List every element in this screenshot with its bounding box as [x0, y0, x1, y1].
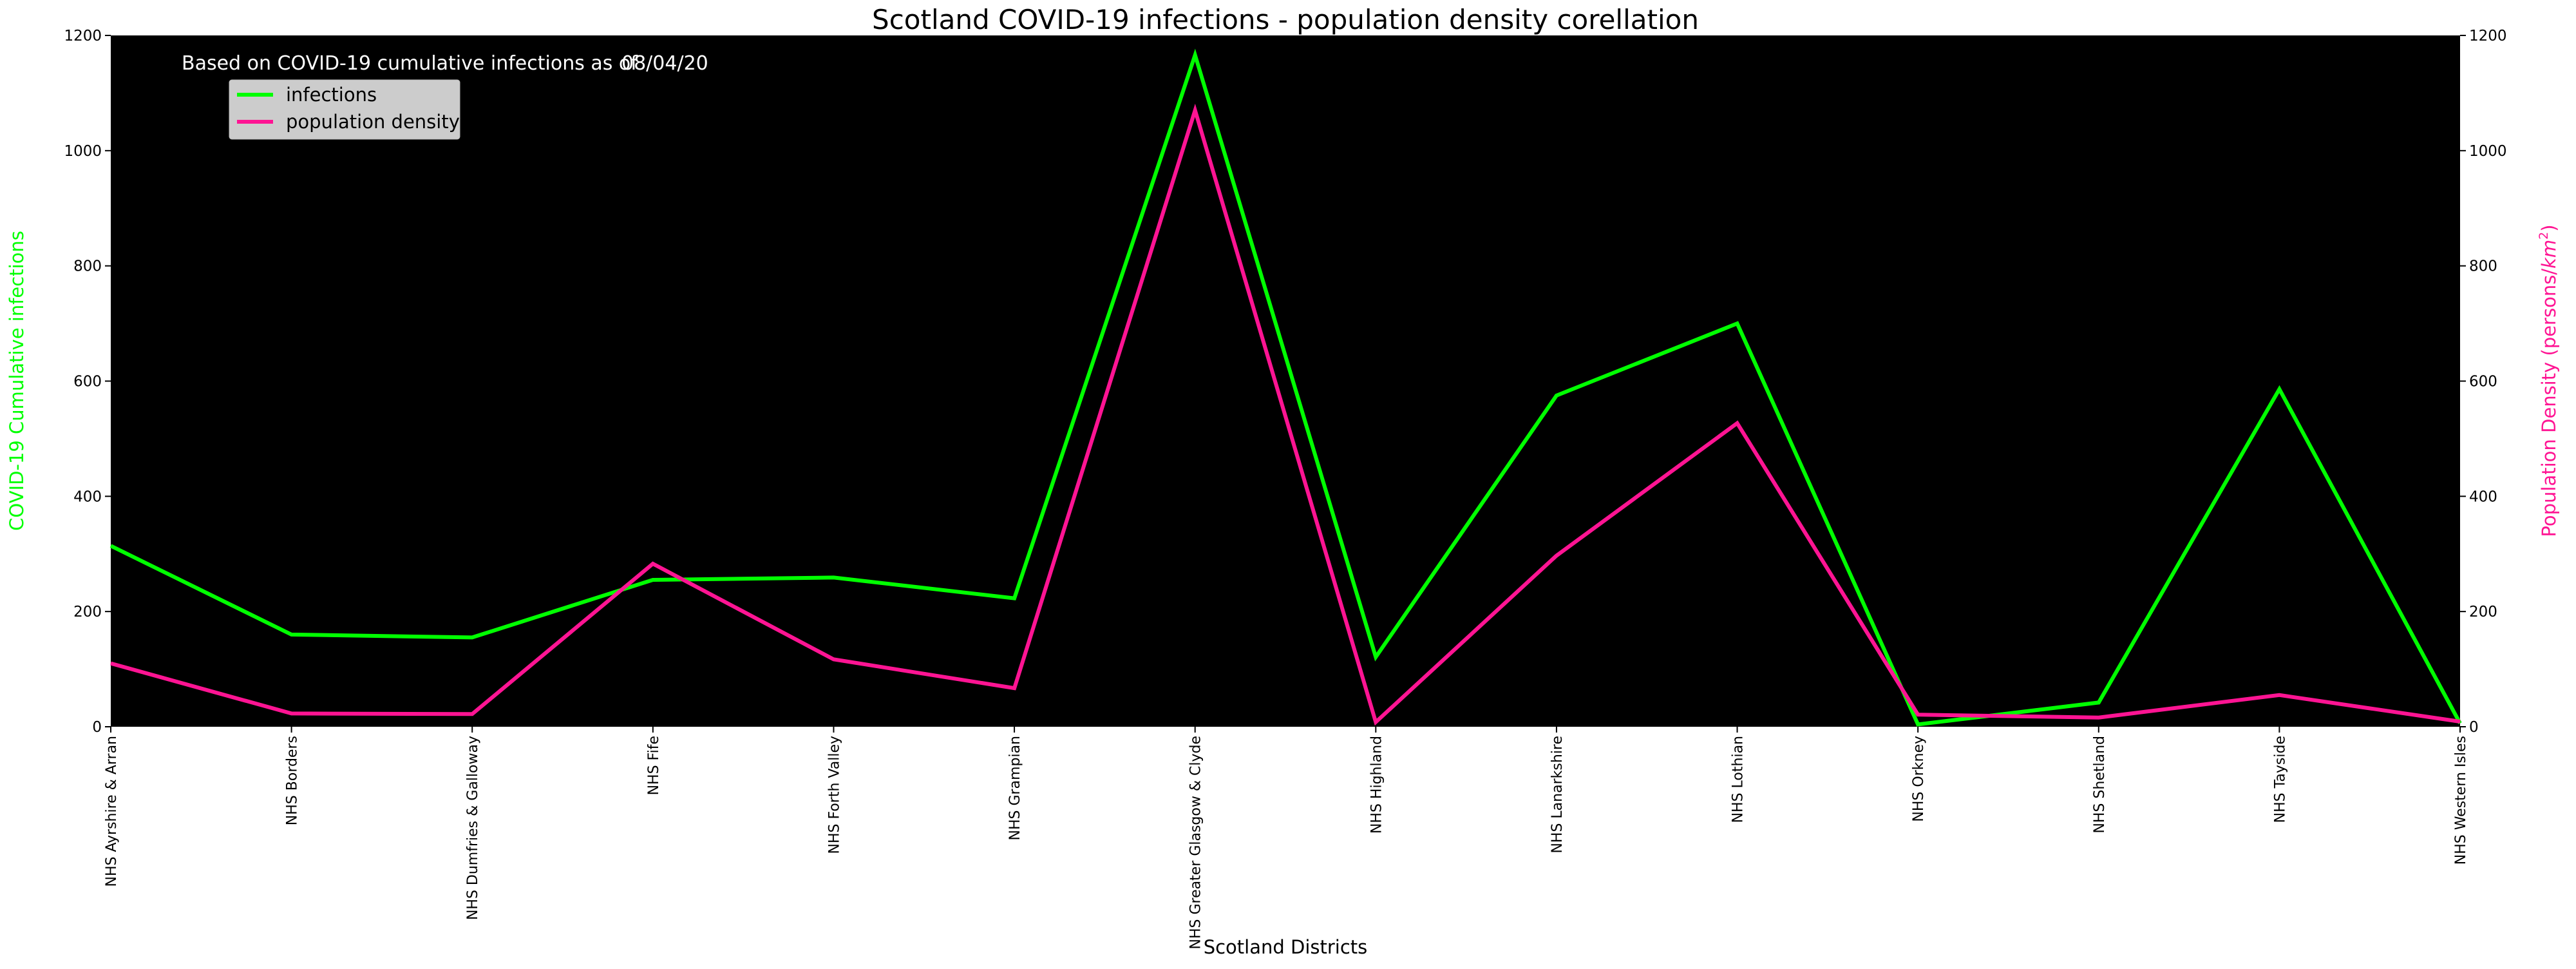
data-point-infections: [1014, 598, 1015, 599]
y-axis-label-right: Population Density (persons/km2): [2537, 224, 2560, 537]
axes: 0 0 200 200 400 400 600 600 800 800 1000 1000 1200 12…: [64, 28, 2506, 949]
data-point-infections: [2459, 723, 2461, 724]
y-tick-label-right: 0: [2469, 719, 2479, 736]
data-point-population-density: [1014, 687, 1015, 689]
data-point-infections: [2278, 389, 2280, 390]
data-point-population-density: [1556, 555, 1557, 556]
y-tick-label-left: 400: [73, 488, 102, 505]
data-point-infections: [1737, 323, 1738, 324]
y-axis-label-right-close: ): [2538, 224, 2560, 231]
data-point-infections: [291, 634, 292, 635]
subtitle-date: 08/04/20: [621, 52, 708, 75]
data-point-population-density: [2459, 721, 2461, 722]
y-tick-label-left: 200: [73, 604, 102, 620]
x-tick-label: NHS Ayrshire & Arran: [104, 736, 120, 887]
y-tick-label-left: 600: [73, 374, 102, 390]
data-point-population-density: [471, 713, 473, 715]
x-tick-label: NHS Grampian: [1007, 736, 1023, 840]
x-tick-label: NHS Forth Valley: [826, 736, 842, 854]
legend-label-infections: infections: [286, 84, 377, 106]
legend-box: [229, 79, 460, 140]
data-point-infections: [652, 579, 654, 580]
x-tick-label: NHS Dumfries & Galloway: [465, 736, 481, 920]
x-tick-label: NHS Western Isles: [2453, 736, 2469, 865]
plot-area: [111, 35, 2460, 727]
x-tick-label: NHS Highland: [1368, 736, 1385, 834]
data-point-infections: [1556, 395, 1557, 396]
data-point-infections: [2098, 702, 2099, 703]
x-tick-label: NHS Lanarkshire: [1549, 736, 1566, 854]
data-point-population-density: [291, 713, 292, 714]
subtitle-prefix: Based on COVID-19 cumulative infections …: [182, 52, 638, 75]
y-tick-label-left: 0: [92, 719, 102, 736]
series-line-infections: [109, 48, 2462, 727]
y-tick-label-right: 600: [2469, 374, 2497, 390]
x-tick-label: NHS Greater Glasgow & Clyde: [1188, 736, 1204, 949]
legend-label-population-density: population density: [286, 111, 460, 133]
series-line-population-density: [110, 103, 2461, 726]
data-point-population-density: [2098, 717, 2099, 718]
y-axis-label-left: COVID-19 Cumulative infections: [6, 231, 28, 531]
y-tick-label-right: 800: [2469, 258, 2497, 275]
legend: infections population density: [229, 79, 460, 140]
data-point-population-density: [652, 563, 654, 564]
y-axis-label-right-text: Population Density (persons/: [2538, 269, 2560, 537]
y-axis-label-right-exp: 2: [2537, 232, 2551, 240]
chart-title: Scotland COVID-19 infections - populatio…: [872, 4, 1699, 35]
x-tick-label: NHS Shetland: [2092, 736, 2108, 834]
y-tick-label-right: 1200: [2469, 28, 2507, 44]
series-lines: [109, 48, 2462, 727]
y-tick-label-left: 1200: [64, 28, 102, 44]
data-point-infections: [833, 577, 834, 578]
x-tick-label: NHS Tayside: [2272, 736, 2288, 823]
data-point-infections: [471, 637, 473, 638]
data-point-population-density: [833, 658, 834, 660]
x-tick-label: NHS Orkney: [1911, 736, 1927, 822]
y-tick-label-right: 200: [2469, 604, 2497, 620]
y-tick-label-right: 1000: [2469, 143, 2507, 160]
y-tick-label-left: 800: [73, 258, 102, 275]
y-tick-label-right: 400: [2469, 488, 2497, 505]
y-tick-label-left: 1000: [64, 143, 102, 160]
y-axis-label-right-unit: km: [2538, 240, 2560, 269]
x-tick-label: NHS Fife: [646, 736, 662, 795]
x-tick-label: NHS Borders: [285, 736, 301, 825]
x-axis-label: Scotland Districts: [1204, 936, 1368, 958]
x-tick-label: NHS Lothian: [1730, 736, 1747, 823]
